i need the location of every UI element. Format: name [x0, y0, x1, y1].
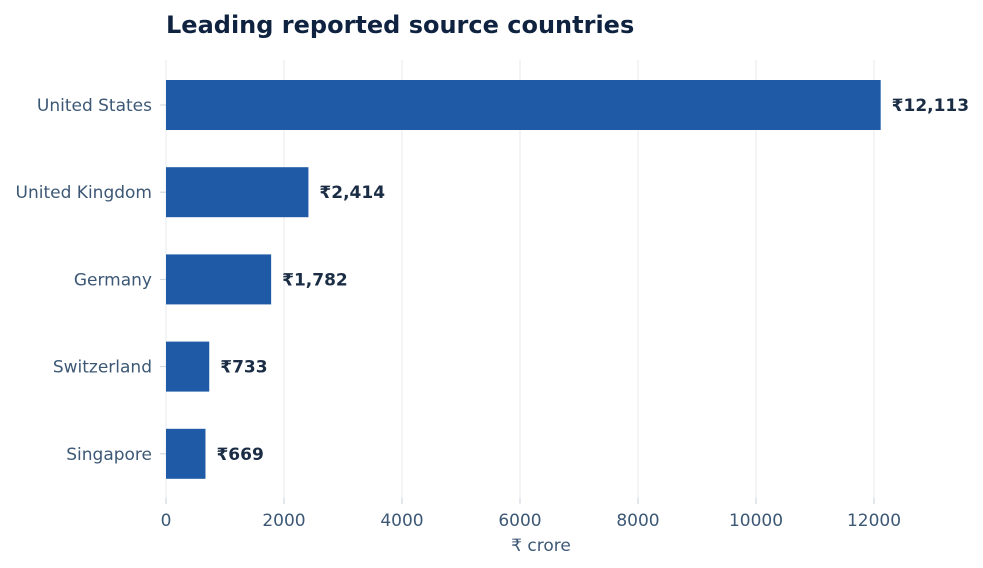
labels: 0 2000 4000 6000 8000 10000 12000 United States… [16, 96, 970, 531]
x-tick-label-2: 4000 [380, 511, 423, 531]
value-label-2: ₹1,782 [282, 270, 348, 290]
bar-2 [166, 254, 272, 305]
bar-4 [166, 428, 206, 479]
category-label-2: Germany [74, 270, 152, 290]
category-label-3: Switzerland [53, 358, 152, 378]
bars [166, 80, 881, 479]
x-tick-label-5: 10000 [729, 511, 783, 531]
category-label-1: United Kingdom [16, 183, 152, 203]
value-label-4: ₹669 [216, 445, 263, 465]
bar-0 [166, 80, 881, 130]
x-axis-label: ₹ crore [511, 536, 571, 556]
x-tick-label-6: 12000 [847, 511, 901, 531]
x-tick-label-3: 6000 [498, 511, 541, 531]
bar-3 [166, 341, 210, 392]
x-tick-label-1: 2000 [262, 511, 305, 531]
x-tick-label-0: 0 [161, 511, 172, 531]
value-label-3: ₹733 [220, 358, 267, 378]
axes [160, 104, 875, 504]
bar-1 [166, 167, 309, 218]
category-label-4: Singapore [66, 445, 152, 465]
value-label-0: ₹12,113 [892, 96, 969, 116]
value-label-1: ₹2,414 [319, 183, 385, 203]
grid-lines [165, 60, 875, 498]
category-label-0: United States [37, 96, 152, 116]
chart-title: Leading reported source countries [166, 11, 634, 39]
x-tick-label-4: 8000 [616, 511, 659, 531]
